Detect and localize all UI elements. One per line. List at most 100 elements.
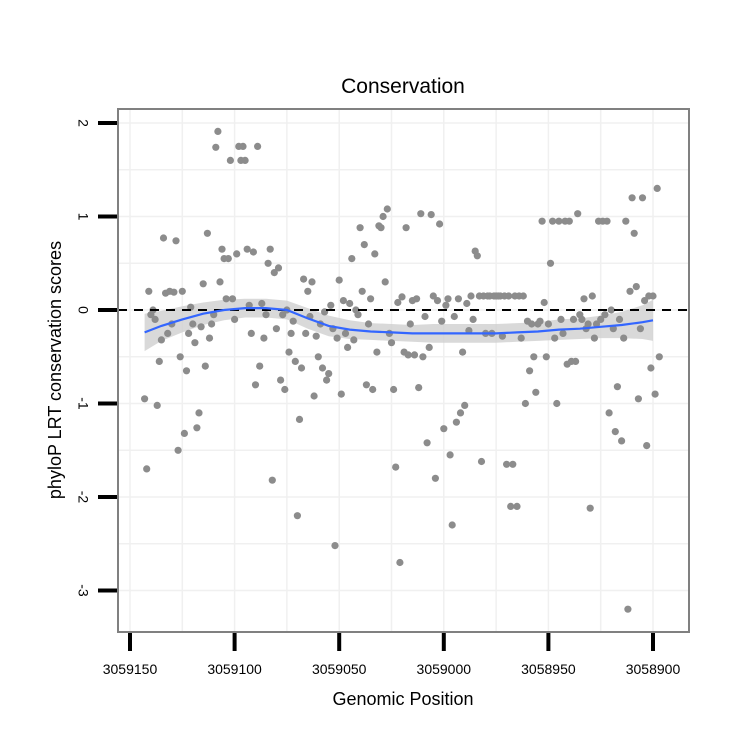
data-point [459,348,467,356]
y-tick-label: -2 [75,491,91,504]
data-point [578,315,586,323]
data-point [201,362,209,370]
data-point [440,425,448,433]
data-point [302,329,310,337]
data-point [297,364,306,372]
data-point [277,376,285,384]
data-point [218,245,226,253]
data-point [538,217,546,225]
data-point [636,325,645,333]
data-point [260,334,268,342]
data-point [300,275,308,283]
data-point [442,301,450,309]
data-point [551,334,559,342]
data-point [452,418,460,426]
data-point [264,259,272,267]
data-point [415,384,423,392]
data-point [649,292,657,300]
data-point [312,332,320,340]
panel-border [117,108,690,633]
data-point [618,437,626,445]
data-point [354,311,362,319]
data-point [153,401,161,409]
data-point [172,237,180,245]
data-point [655,353,663,361]
data-point [233,250,241,258]
data-point [346,299,354,308]
data-point [337,390,345,398]
data-point [348,255,356,263]
data-point [383,205,391,213]
data-point [536,317,544,325]
data-point [358,287,366,295]
data-point [572,357,580,365]
data-point [293,512,301,520]
data-point [613,383,622,391]
data-point [603,217,611,225]
y-axis: -3 -2 -1 0 1 2 [75,119,117,597]
data-point [398,293,406,301]
data-point [371,250,379,258]
data-point [231,315,239,323]
data-point [641,297,649,305]
data-point [241,156,249,164]
data-point [226,156,234,164]
smooth-fit-line [144,307,654,335]
data-point [287,329,295,337]
data-point [212,143,220,151]
data-point [450,312,458,321]
data-point [341,329,350,337]
data-point [141,395,149,403]
data-point [373,348,381,356]
data-point [553,399,561,408]
data-point [222,295,230,303]
data-point [145,287,153,295]
data-point [423,439,431,447]
data-point [379,212,387,221]
x-tick-label: 3059100 [207,661,262,677]
data-point [643,442,651,450]
data-point [417,210,425,218]
data-point [651,390,659,398]
data-point [272,325,280,333]
data-point [367,295,375,303]
data-point [546,259,555,267]
smooth-line-layer [144,307,654,335]
x-tick-label: 3059000 [417,661,472,677]
data-point [155,357,163,365]
data-point [176,353,184,361]
data-point [628,194,636,202]
data-point [559,329,567,337]
x-tick-label: 3059150 [103,661,158,677]
data-point [427,211,435,219]
data-point [364,320,373,328]
data-point [549,217,557,225]
data-point [208,320,216,328]
data-point [331,542,339,550]
data-point [285,348,293,356]
data-point [266,245,274,253]
data-point [467,292,475,300]
confidence-band [144,298,653,352]
data-point [189,320,197,328]
data-point [557,315,565,323]
data-point [626,287,634,295]
scatter-points [141,127,663,613]
data-point [195,409,203,417]
data-point [611,428,619,436]
data-point [433,297,442,305]
data-point [247,329,255,337]
data-point [438,317,446,325]
data-point [274,264,283,272]
data-point [473,252,481,260]
data-point [505,292,513,300]
data-point [421,312,429,321]
data-point [406,320,414,328]
data-point [291,357,299,365]
data-point [197,323,205,331]
data-point [387,339,396,347]
data-point [262,311,270,319]
data-point [159,234,168,242]
data-point [431,474,439,482]
data-point [624,605,632,613]
